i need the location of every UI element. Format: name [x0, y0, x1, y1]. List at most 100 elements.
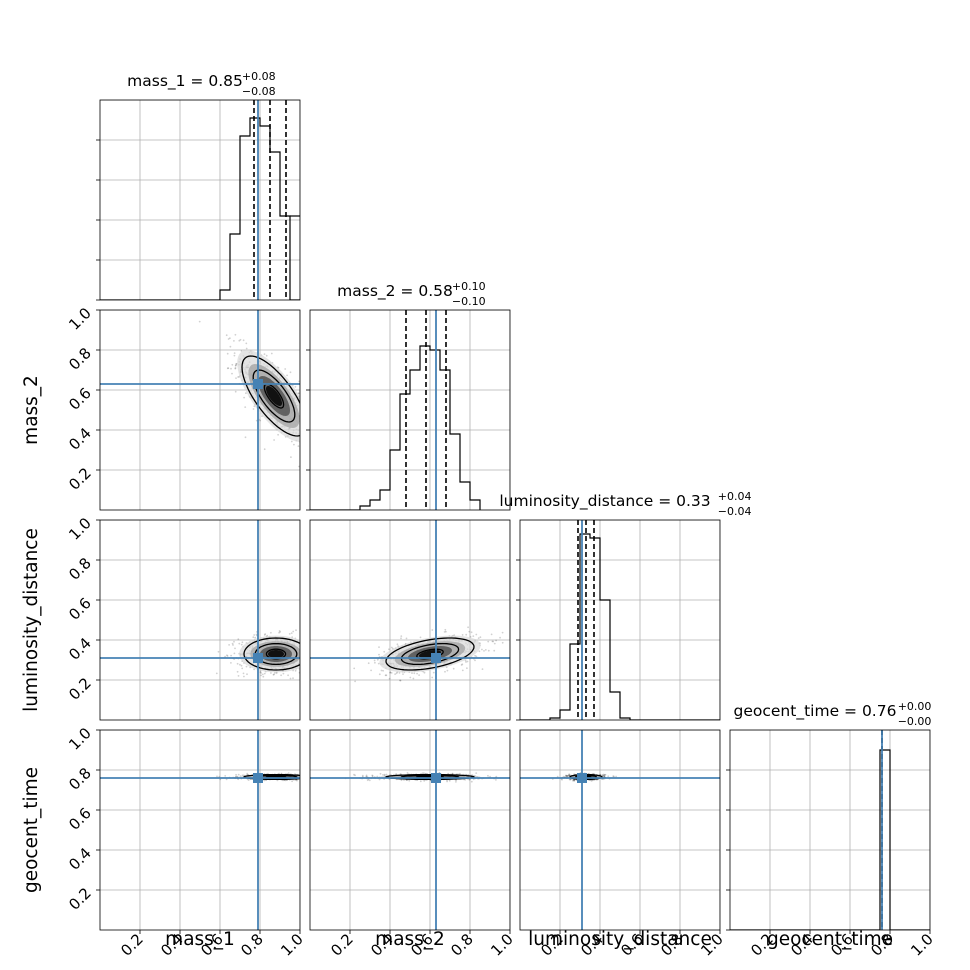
sample-point: [474, 659, 476, 662]
yaxis-label-mass_2: mass_2: [21, 375, 42, 445]
density-panel-mass_2-luminosity_distance: [310, 520, 510, 720]
sample-point: [468, 778, 471, 781]
sample-point: [464, 778, 466, 781]
sample-point: [296, 779, 298, 782]
sample-point: [568, 773, 571, 776]
sample-point: [316, 775, 318, 777]
sample-point: [603, 773, 606, 776]
sample-point: [319, 775, 321, 777]
ytick-label: 0.4: [65, 634, 95, 664]
sample-point: [302, 420, 304, 422]
sample-point: [603, 774, 606, 776]
sample-point: [290, 440, 293, 443]
sample-point: [305, 650, 307, 652]
ytick-label: 0.6: [65, 594, 95, 624]
sample-point: [304, 418, 306, 420]
title-plus-mass_2: +0.10: [452, 280, 486, 293]
sample-point: [306, 777, 308, 779]
density-fill: [268, 650, 284, 658]
sample-point: [238, 376, 241, 378]
title-minus-mass_2: −0.10: [452, 295, 486, 308]
sample-point: [452, 667, 455, 670]
density-contour: [385, 637, 475, 671]
sample-point: [260, 674, 262, 677]
sample-point: [371, 775, 374, 777]
sample-point: [475, 655, 478, 658]
sample-point: [380, 669, 383, 672]
sample-point: [382, 774, 384, 776]
sample-point: [342, 773, 344, 775]
sample-point: [565, 775, 568, 778]
sample-point: [307, 440, 309, 442]
histogram-geocent_time: [730, 749, 930, 930]
sample-point: [275, 672, 278, 675]
sample-point: [378, 646, 380, 648]
sample-point: [237, 376, 240, 378]
sample-point: [419, 780, 422, 783]
sample-point: [465, 661, 467, 663]
sample-point: [301, 441, 303, 443]
sample-point: [378, 778, 381, 781]
sample-point: [305, 778, 307, 780]
sample-point: [240, 664, 243, 667]
sample-point: [565, 774, 568, 777]
sample-point: [305, 648, 307, 650]
sample-point: [495, 639, 497, 642]
sample-point: [215, 672, 218, 675]
ytick-label: 0.8: [65, 764, 95, 794]
sample-point: [244, 406, 247, 408]
sample-point: [306, 406, 308, 408]
sample-point: [311, 641, 313, 643]
sample-point: [423, 772, 425, 774]
sample-point: [235, 362, 238, 365]
sample-point: [297, 392, 300, 394]
sample-point: [238, 642, 241, 645]
xtick-label: 1.0: [907, 930, 937, 960]
sample-point: [226, 655, 229, 657]
sample-point: [289, 371, 292, 374]
sample-point: [303, 402, 305, 404]
sample-point: [459, 772, 461, 775]
sample-point: [272, 673, 275, 676]
truth-point: [577, 773, 587, 783]
sample-point: [305, 663, 307, 665]
ytick-label: 0.6: [65, 804, 95, 834]
sample-point: [590, 780, 593, 782]
density-panel-mass_1-mass_2: [100, 310, 326, 510]
ytick-label: 0.2: [65, 464, 95, 494]
sample-point: [273, 673, 275, 676]
sample-point: [198, 320, 201, 323]
density-fill: [266, 386, 282, 406]
sample-point: [384, 674, 387, 677]
sample-point: [615, 775, 617, 778]
sample-point: [324, 453, 326, 455]
hist-panel-geocent_time: [730, 730, 930, 930]
sample-point: [370, 669, 372, 672]
sample-point: [371, 774, 374, 777]
sample-point: [445, 630, 447, 633]
sample-point: [237, 773, 240, 776]
sample-point: [270, 352, 273, 355]
truth-point: [253, 773, 263, 783]
sample-point: [301, 401, 303, 403]
xtick-label: 0.2: [327, 930, 357, 960]
sample-point: [290, 456, 292, 458]
sample-point: [353, 667, 356, 670]
sample-point: [493, 649, 496, 652]
sample-point: [374, 661, 376, 664]
yaxis-label-geocent_time: geocent_time: [21, 767, 42, 893]
sample-point: [395, 773, 398, 776]
sample-point: [591, 779, 594, 782]
sample-point: [409, 676, 412, 679]
sample-point: [501, 641, 504, 644]
sample-point: [390, 646, 393, 649]
sample-point: [318, 434, 320, 436]
sample-point: [240, 350, 243, 352]
title-plus-luminosity_distance: +0.04: [718, 490, 752, 503]
sample-point: [236, 775, 239, 778]
sample-point: [227, 338, 230, 340]
sample-point: [377, 662, 380, 665]
sample-point: [298, 465, 300, 468]
sample-point: [398, 672, 401, 674]
sample-point: [219, 778, 222, 781]
